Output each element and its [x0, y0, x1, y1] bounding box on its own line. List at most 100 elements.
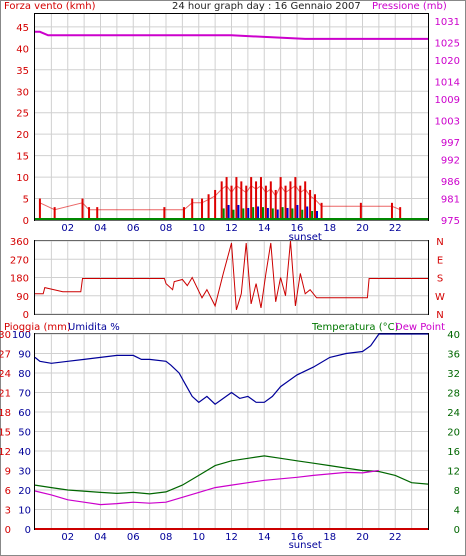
wind-x-tick: 12: [225, 223, 238, 234]
rain-tick-label: 24: [0, 369, 11, 380]
wind-x-tick: 08: [160, 223, 173, 234]
pressure-tick-label: 1003: [435, 117, 460, 128]
wind-tick-label: 20: [16, 130, 29, 141]
direction-tick-label: 360: [10, 237, 29, 248]
wind-tick-label: 30: [16, 87, 29, 98]
wind-tick-label: 15: [16, 152, 29, 163]
humidity-tick-label: 0: [25, 525, 31, 536]
humidity-line: [34, 333, 428, 405]
temperature-x-tick: 20: [356, 532, 369, 543]
wind-x-tick: 06: [127, 223, 140, 234]
temperature-tick-label: 16: [447, 447, 460, 458]
humidity-tick-label: 30: [18, 467, 31, 478]
pressure-tick-label: 992: [441, 156, 460, 167]
temperature-x-tick: 14: [258, 532, 271, 543]
page-title: 24 hour graph day : 16 Gennaio 2007: [172, 1, 361, 12]
humidity-tick-label: 10: [18, 506, 31, 517]
wind-x-sunset-label: sunset: [289, 232, 322, 243]
temperature-marks: [34, 333, 429, 530]
pressure-tick-label: 1014: [435, 77, 460, 88]
compass-label: N: [436, 237, 443, 248]
temperature-tick-label: 32: [447, 369, 460, 380]
compass-label: S: [437, 274, 443, 285]
rain-tick-label: 21: [0, 389, 11, 400]
rain-tick-label: 27: [0, 350, 11, 361]
temperature-tick-label: 20: [447, 428, 460, 439]
rain-axis-title: Pioggia (mm): [4, 322, 71, 333]
rain-tick-label: 3: [5, 506, 11, 517]
direction-tick-label: 90: [16, 292, 29, 303]
temperature-tick-label: 0: [454, 525, 460, 536]
wind-x-tick: 14: [258, 223, 271, 234]
rain-tick-label: 18: [0, 408, 11, 419]
humidity-tick-label: 20: [18, 486, 31, 497]
pressure-tick-label: 981: [441, 195, 460, 206]
humidity-tick-label: 100: [12, 330, 31, 341]
temperature-x-tick: 22: [389, 532, 402, 543]
pressure-tick-label: 1031: [435, 17, 460, 28]
pressure-tick-label: 1009: [435, 95, 460, 106]
temperature-tick-label: 40: [447, 330, 460, 341]
wind-x-tick: 10: [192, 223, 205, 234]
temperature-x-tick: 04: [94, 532, 107, 543]
direction-marks: [35, 240, 428, 311]
pressure-tick-label: 986: [441, 177, 460, 188]
wind-tick-label: 0: [23, 216, 29, 227]
wind-tick-label: 40: [16, 44, 29, 55]
pressure-axis-title: Pressione (mb): [372, 1, 447, 12]
temperature-x-tick: 16: [291, 532, 304, 543]
compass-label: E: [437, 255, 443, 266]
humidity-tick-label: 40: [18, 447, 31, 458]
rain-tick-label: 15: [0, 428, 11, 439]
wind-x-tick: 04: [94, 223, 107, 234]
temperature-tick-label: 28: [447, 389, 460, 400]
temperature-grid: [35, 333, 428, 530]
temperature-x-tick: 08: [160, 532, 173, 543]
wind-axis-title: Forza vento (kmh): [4, 1, 96, 12]
humidity-tick-label: 70: [18, 389, 31, 400]
direction-tick-label: 0: [23, 310, 29, 321]
temperature-x-tick: 12: [225, 532, 238, 543]
wind-x-tick: 20: [356, 223, 369, 234]
temperature-tick-label: 4: [454, 506, 460, 517]
rain-tick-label: 30: [0, 330, 11, 341]
humidity-tick-label: 80: [18, 369, 31, 380]
pressure-tick-label: 1025: [435, 38, 460, 49]
humidity-tick-label: 50: [18, 428, 31, 439]
temperature-x-tick: 18: [323, 532, 336, 543]
compass-label: N: [436, 310, 443, 321]
temperature-x-sunset-label: sunset: [289, 540, 322, 551]
temperature-axis-title: Temperatura (°C): [312, 322, 399, 333]
rain-tick-label: 0: [5, 525, 11, 536]
temperature-tick-label: 8: [454, 486, 460, 497]
temperature-line: [34, 455, 429, 495]
rain-tick-label: 12: [0, 447, 11, 458]
direction-tick-label: 270: [10, 255, 29, 266]
wind-average-line: [39, 184, 401, 211]
axis-labels: 0510152025303540459759819869929971003100…: [0, 17, 460, 551]
wind-tick-label: 10: [16, 173, 29, 184]
rain-tick-label: 9: [5, 467, 11, 478]
wind-tick-label: 25: [16, 109, 29, 120]
pressure-tick-label: 1020: [435, 56, 460, 67]
wind-x-tick: 22: [389, 223, 402, 234]
wind-tick-label: 5: [23, 195, 29, 206]
direction-tick-label: 180: [10, 274, 29, 285]
wind-tick-label: 45: [16, 23, 29, 34]
pressure-tick-label: 997: [441, 138, 460, 149]
direction-line: [35, 240, 428, 311]
temperature-tick-label: 12: [447, 467, 460, 478]
humidity-tick-label: 90: [18, 350, 31, 361]
compass-label: W: [435, 292, 445, 303]
dew-point-axis-title: Dew Point: [395, 322, 446, 333]
rain-tick-label: 6: [5, 486, 11, 497]
wind-tick-label: 35: [16, 66, 29, 77]
pressure-tick-label: 975: [441, 216, 460, 227]
wind-x-tick: 02: [61, 223, 74, 234]
wind-x-tick: 18: [323, 223, 336, 234]
temperature-tick-label: 36: [447, 350, 460, 361]
temperature-x-tick: 02: [61, 532, 74, 543]
wind-marks: [35, 30, 428, 220]
direction-grid: [35, 240, 428, 315]
